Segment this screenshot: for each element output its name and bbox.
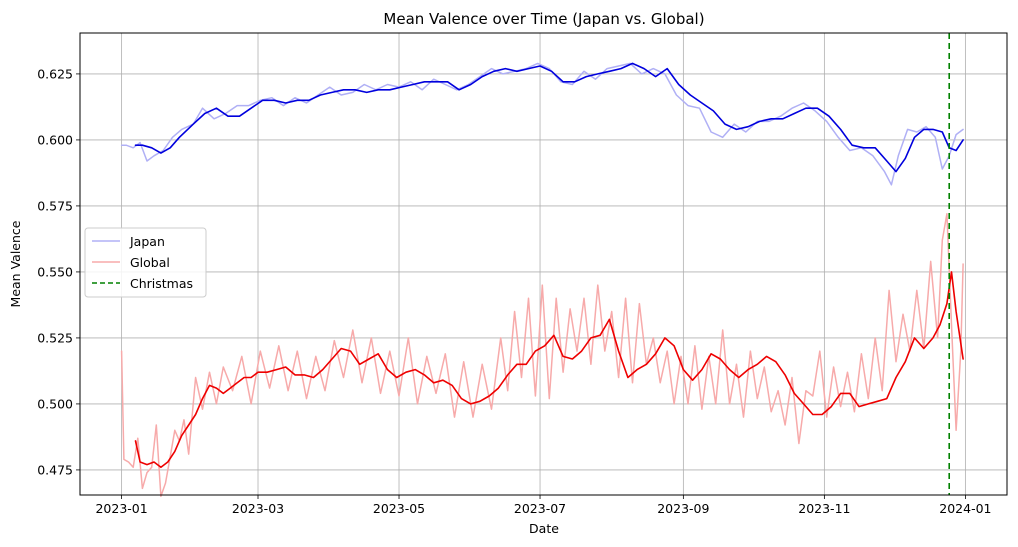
x-tick-label: 2023-01 <box>95 501 147 516</box>
x-axis-ticks: 2023-01 2023-03 2023-05 2023-07 2023-09 2023-… <box>95 495 992 516</box>
legend: Japan Global Christmas <box>84 227 207 298</box>
series-line-japan-raw <box>120 62 964 186</box>
x-tick-label: 2023-05 <box>373 501 425 516</box>
y-tick-label: 0.525 <box>37 330 73 345</box>
y-tick-label: 0.550 <box>37 264 73 279</box>
legend-label-global: Global <box>130 255 170 270</box>
legend-label-christmas: Christmas <box>130 276 193 291</box>
series-line-global-raw <box>120 213 964 498</box>
series-line-japan-smooth <box>134 62 964 173</box>
y-axis-ticks: 0.475 0.500 0.525 0.550 0.575 0.600 0.625 <box>37 66 80 477</box>
series-lines <box>120 62 964 498</box>
y-tick-label: 0.600 <box>37 132 73 147</box>
plot-frame <box>79 32 1008 496</box>
x-tick-label: 2023-09 <box>657 501 709 516</box>
x-tick-label: 2023-07 <box>514 501 566 516</box>
x-tick-label: 2024-01 <box>939 501 991 516</box>
y-tick-label: 0.475 <box>37 462 73 477</box>
gridlines <box>80 33 1007 495</box>
series-line-global-smooth <box>134 271 964 469</box>
y-tick-label: 0.625 <box>37 66 73 81</box>
y-tick-label: 0.575 <box>37 198 73 213</box>
chart-title: Mean Valence over Time (Japan vs. Global… <box>383 10 704 28</box>
legend-label-japan: Japan <box>129 234 165 249</box>
x-tick-label: 2023-03 <box>232 501 284 516</box>
y-tick-label: 0.500 <box>37 396 73 411</box>
x-tick-label: 2023-11 <box>798 501 850 516</box>
x-axis-label: Date <box>529 521 559 536</box>
y-axis-label: Mean Valence <box>8 220 23 307</box>
legend-box <box>84 227 207 298</box>
